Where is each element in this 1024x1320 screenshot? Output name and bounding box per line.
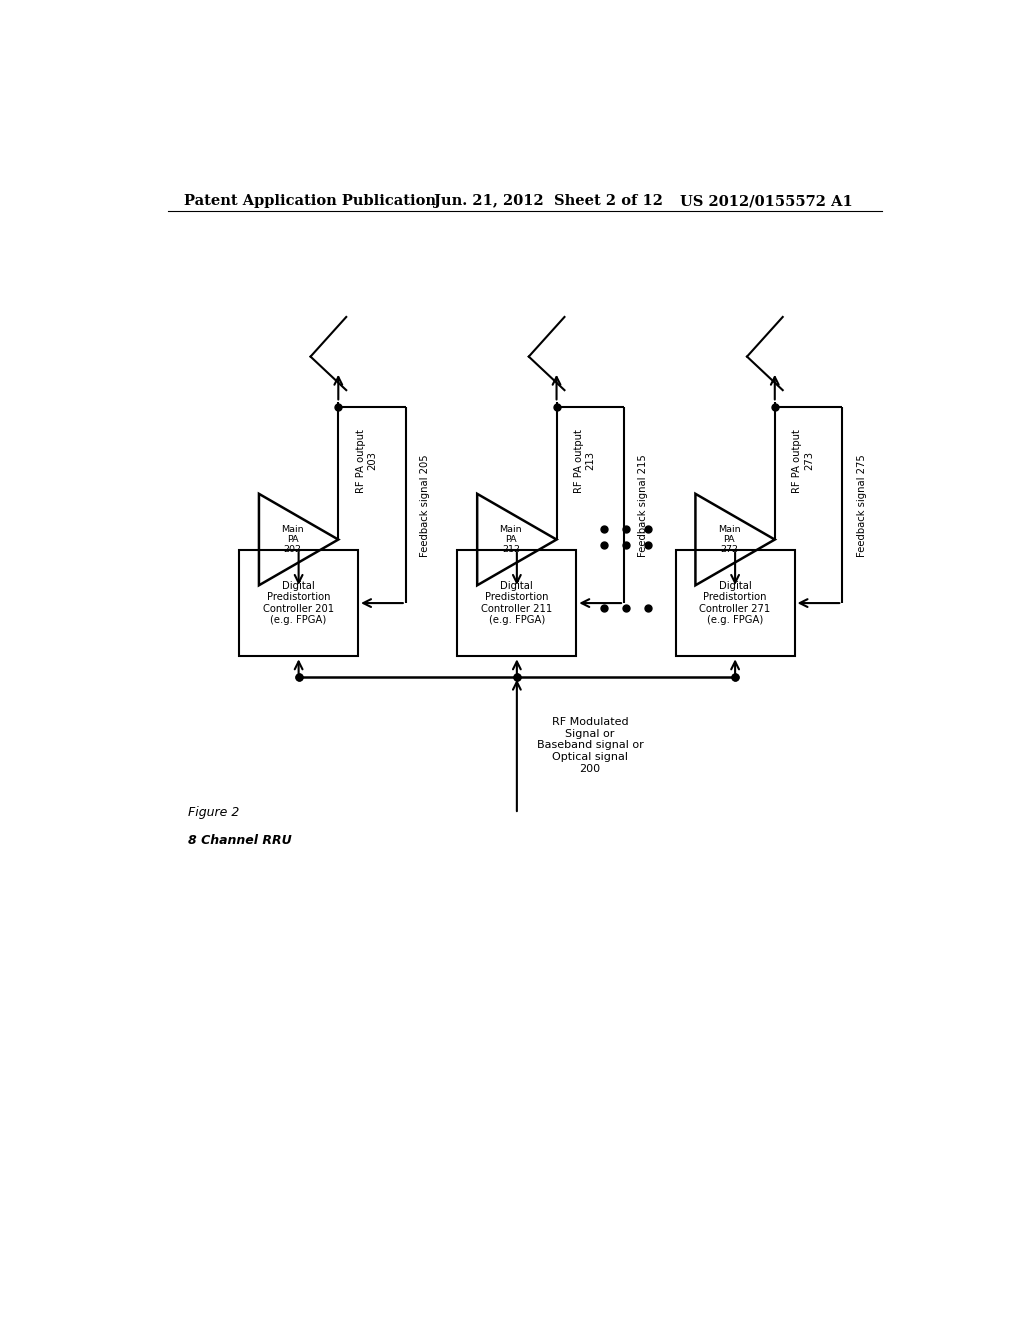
Text: Feedback signal 275: Feedback signal 275 — [856, 454, 866, 557]
Text: Main
PA
272: Main PA 272 — [718, 524, 740, 554]
Bar — [676, 549, 795, 656]
Text: 8 Channel RRU: 8 Channel RRU — [187, 834, 291, 847]
Text: Digital
Predistortion
Controller 211
(e.g. FPGA): Digital Predistortion Controller 211 (e.… — [481, 581, 553, 626]
Text: Jun. 21, 2012  Sheet 2 of 12: Jun. 21, 2012 Sheet 2 of 12 — [433, 194, 663, 209]
Text: US 2012/0155572 A1: US 2012/0155572 A1 — [680, 194, 852, 209]
Text: Feedback signal 215: Feedback signal 215 — [638, 454, 648, 557]
Text: RF PA output
203: RF PA output 203 — [355, 429, 378, 492]
Text: Patent Application Publication: Patent Application Publication — [183, 194, 435, 209]
Text: RF PA output
273: RF PA output 273 — [793, 429, 814, 492]
Text: Figure 2: Figure 2 — [187, 807, 239, 818]
Bar — [240, 549, 358, 656]
Text: Main
PA
202: Main PA 202 — [282, 524, 304, 554]
Text: Main
PA
212: Main PA 212 — [500, 524, 522, 554]
Text: RF PA output
213: RF PA output 213 — [574, 429, 596, 492]
Text: Digital
Predistortion
Controller 201
(e.g. FPGA): Digital Predistortion Controller 201 (e.… — [263, 581, 334, 626]
Text: Digital
Predistortion
Controller 271
(e.g. FPGA): Digital Predistortion Controller 271 (e.… — [699, 581, 771, 626]
Bar — [458, 549, 577, 656]
Text: RF Modulated
Signal or
Baseband signal or
Optical signal
200: RF Modulated Signal or Baseband signal o… — [537, 717, 643, 774]
Text: Feedback signal 205: Feedback signal 205 — [420, 454, 430, 557]
